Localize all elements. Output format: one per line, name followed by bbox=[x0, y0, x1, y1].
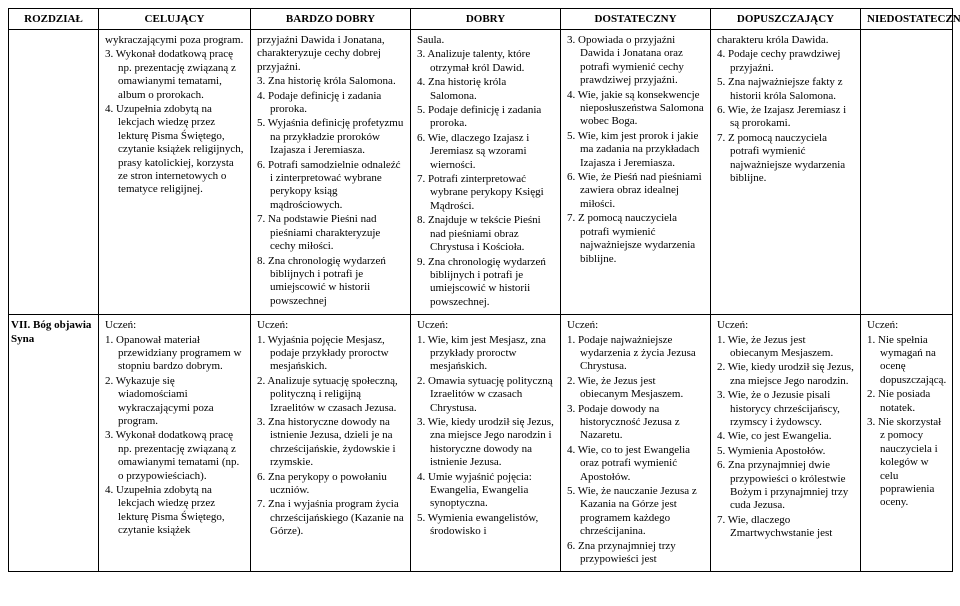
list-item: 7. Wie, dlaczego Zmartwychwstanie jest bbox=[717, 514, 854, 541]
list-item: 1. Podaje najważniejsze wydarzenia z życ… bbox=[567, 334, 704, 374]
row1-dobry: Uczeń: 1. Wie, kim jest Mesjasz, zna prz… bbox=[411, 315, 561, 572]
row1-nied: Uczeń: 1. Nie spełnia wymagań na ocenę d… bbox=[861, 315, 953, 572]
list-item: 1. Wyjaśnia pojęcie Mesjasz, podaje przy… bbox=[257, 334, 404, 374]
header-dostateczny: DOSTATECZNY bbox=[561, 9, 711, 30]
list-item: 6. Zna perykopy o powołaniu uczniów. bbox=[257, 471, 404, 498]
list-item: 5. Wyjaśnia definicję profetyzmu na przy… bbox=[257, 117, 404, 157]
table-row: VII. Bóg objawia Syna Uczeń: 1. Opanował… bbox=[9, 315, 953, 572]
list-item: 8. Zna chronologię wydarzeń biblijnych i… bbox=[257, 255, 404, 309]
table-row: wykraczającymi poza program. 3. Wykonał … bbox=[9, 30, 953, 315]
list-item: 7. Potrafi zinterpretować wybrane peryko… bbox=[417, 173, 554, 213]
cell-pre: charakteru króla Dawida. bbox=[717, 34, 854, 47]
grade-table: ROZDZIAŁ CELUJĄCY BARDZO DOBRY DOBRY DOS… bbox=[8, 8, 953, 572]
list-item: 5. Wie, kim jest prorok i jakie ma zadan… bbox=[567, 130, 704, 170]
list-item: 2. Analizuje sytuację społeczną, polityc… bbox=[257, 375, 404, 415]
list-item: 4. Wie, co jest Ewangelia. bbox=[717, 430, 854, 443]
list-item: 6. Wie, dlaczego Izajasz i Jeremiasz są … bbox=[417, 132, 554, 172]
cell-lead: Uczeń: bbox=[567, 319, 704, 332]
list-item: 6. Wie, że Izajasz Jeremiasz i są prorok… bbox=[717, 104, 854, 131]
list-item: 4. Zna historię króla Salomona. bbox=[417, 76, 554, 103]
list-item: 5. Podaje definicję i zadania proroka. bbox=[417, 104, 554, 131]
list-item: 3. Wykonał dodatkową pracę np. prezentac… bbox=[105, 429, 244, 483]
header-celujacy: CELUJĄCY bbox=[99, 9, 251, 30]
row0-nied bbox=[861, 30, 953, 315]
list-item: 6. Potrafi samodzielnie odnaleźć i zinte… bbox=[257, 159, 404, 213]
header-bardzo-dobry: BARDZO DOBRY bbox=[251, 9, 411, 30]
list-item: 2. Wie, kiedy urodził się Jezus, zna mie… bbox=[717, 361, 854, 388]
header-rozdzial: ROZDZIAŁ bbox=[9, 9, 99, 30]
list-item: 1. Opanował materiał przewidziany progra… bbox=[105, 334, 244, 374]
row1-label-cell: VII. Bóg objawia Syna bbox=[9, 315, 99, 572]
list-item: 7. Na podstawie Pieśni nad pieśniami cha… bbox=[257, 213, 404, 253]
cell-lead: Uczeń: bbox=[105, 319, 244, 332]
list-item: 3. Wie, że o Jezusie pisali historycy ch… bbox=[717, 389, 854, 429]
row0-bd: przyjaźni Dawida i Jonatana, charakteryz… bbox=[251, 30, 411, 315]
list-item: 3. Analizuje talenty, które otrzymał kró… bbox=[417, 48, 554, 75]
header-dobry: DOBRY bbox=[411, 9, 561, 30]
header-niedostateczny: NIEDOSTATECZNY bbox=[861, 9, 953, 30]
row0-dop: charakteru króla Dawida. 4. Podaje cechy… bbox=[711, 30, 861, 315]
row1-cel: Uczeń: 1. Opanował materiał przewidziany… bbox=[99, 315, 251, 572]
list-item: 5. Wymienia ewangelistów, środowisko i bbox=[417, 512, 554, 539]
list-item: 1. Wie, kim jest Mesjasz, zna przykłady … bbox=[417, 334, 554, 374]
list-item: 4. Umie wyjaśnić pojęcia: Ewangelia, Ewa… bbox=[417, 471, 554, 511]
list-item: 3. Zna historyczne dowody na istnienie J… bbox=[257, 416, 404, 470]
list-item: 7. Z pomocą nauczyciela potrafi wymienić… bbox=[717, 132, 854, 186]
list-item: 8. Znajduje w tekście Pieśni nad pieśnia… bbox=[417, 214, 554, 254]
list-item: 4. Uzupełnia zdobytą na lekcjach wiedzę … bbox=[105, 484, 244, 538]
header-dopuszczajacy: DOPUSZCZAJĄCY bbox=[711, 9, 861, 30]
list-item: 2. Wie, że Jezus jest obiecanym Mesjasze… bbox=[567, 375, 704, 402]
row0-dost: 3. Opowiada o przyjaźni Dawida i Jonatan… bbox=[561, 30, 711, 315]
list-item: 3. Zna historię króla Salomona. bbox=[257, 75, 404, 88]
cell-lead: Uczeń: bbox=[717, 319, 854, 332]
list-item: 7. Z pomocą nauczyciela potrafi wymienić… bbox=[567, 212, 704, 266]
row1-bd: Uczeń: 1. Wyjaśnia pojęcie Mesjasz, poda… bbox=[251, 315, 411, 572]
row1-label: VII. Bóg objawia Syna bbox=[11, 319, 91, 345]
list-item: 4. Wie, co to jest Ewangelia oraz potraf… bbox=[567, 444, 704, 484]
list-item: 7. Zna i wyjaśnia program życia chrześci… bbox=[257, 498, 404, 538]
list-item: 3. Wykonał dodatkową pracę np. prezentac… bbox=[105, 48, 244, 102]
list-item: 9. Zna chronologię wydarzeń biblijnych i… bbox=[417, 256, 554, 310]
list-item: 2. Wykazuje się wiadomościami wykraczają… bbox=[105, 375, 244, 429]
row0-cel: wykraczającymi poza program. 3. Wykonał … bbox=[99, 30, 251, 315]
row1-dost: Uczeń: 1. Podaje najważniejsze wydarzeni… bbox=[561, 315, 711, 572]
row0-label bbox=[9, 30, 99, 315]
list-item: 1. Nie spełnia wymagań na ocenę dopuszcz… bbox=[867, 334, 946, 388]
list-item: 3. Podaje dowody na historyczność Jezusa… bbox=[567, 403, 704, 443]
list-item: 6. Zna przynajmniej dwie przypowieści o … bbox=[717, 459, 854, 513]
list-item: 3. Wie, kiedy urodził się Jezus, zna mie… bbox=[417, 416, 554, 470]
list-item: 6. Wie, że Pieśń nad pieśniami zawiera o… bbox=[567, 171, 704, 211]
cell-lead: Uczeń: bbox=[417, 319, 554, 332]
cell-lead: Uczeń: bbox=[257, 319, 404, 332]
list-item: 3. Opowiada o przyjaźni Dawida i Jonatan… bbox=[567, 34, 704, 88]
list-item: 4. Podaje definicję i zadania proroka. bbox=[257, 90, 404, 117]
list-item: 4. Uzupełnia zdobytą na lekcjach wiedzę … bbox=[105, 103, 244, 197]
row0-dobry: Saula. 3. Analizuje talenty, które otrzy… bbox=[411, 30, 561, 315]
row1-dop: Uczeń: 1. Wie, że Jezus jest obiecanym M… bbox=[711, 315, 861, 572]
list-item: 2. Omawia sytuację polityczną Izraelitów… bbox=[417, 375, 554, 415]
list-item: 3. Nie skorzystał z pomocy nauczyciela i… bbox=[867, 416, 946, 510]
list-item: 1. Wie, że Jezus jest obiecanym Mesjasze… bbox=[717, 334, 854, 361]
list-item: 6. Zna przynajmniej trzy przypowieści je… bbox=[567, 540, 704, 567]
list-item: 5. Wymienia Apostołów. bbox=[717, 445, 854, 458]
cell-pre: wykraczającymi poza program. bbox=[105, 34, 244, 47]
list-item: 2. Nie posiada notatek. bbox=[867, 388, 946, 415]
list-item: 4. Podaje cechy prawdziwej przyjaźni. bbox=[717, 48, 854, 75]
list-item: 4. Wie, jakie są konsekwencje nieposłusz… bbox=[567, 89, 704, 129]
cell-pre: przyjaźni Dawida i Jonatana, charakteryz… bbox=[257, 34, 404, 74]
list-item: 5. Zna najważniejsze fakty z historii kr… bbox=[717, 76, 854, 103]
cell-lead: Uczeń: bbox=[867, 319, 946, 332]
cell-pre: Saula. bbox=[417, 34, 554, 47]
list-item: 5. Wie, że nauczanie Jezusa z Kazania na… bbox=[567, 485, 704, 539]
header-row: ROZDZIAŁ CELUJĄCY BARDZO DOBRY DOBRY DOS… bbox=[9, 9, 953, 30]
